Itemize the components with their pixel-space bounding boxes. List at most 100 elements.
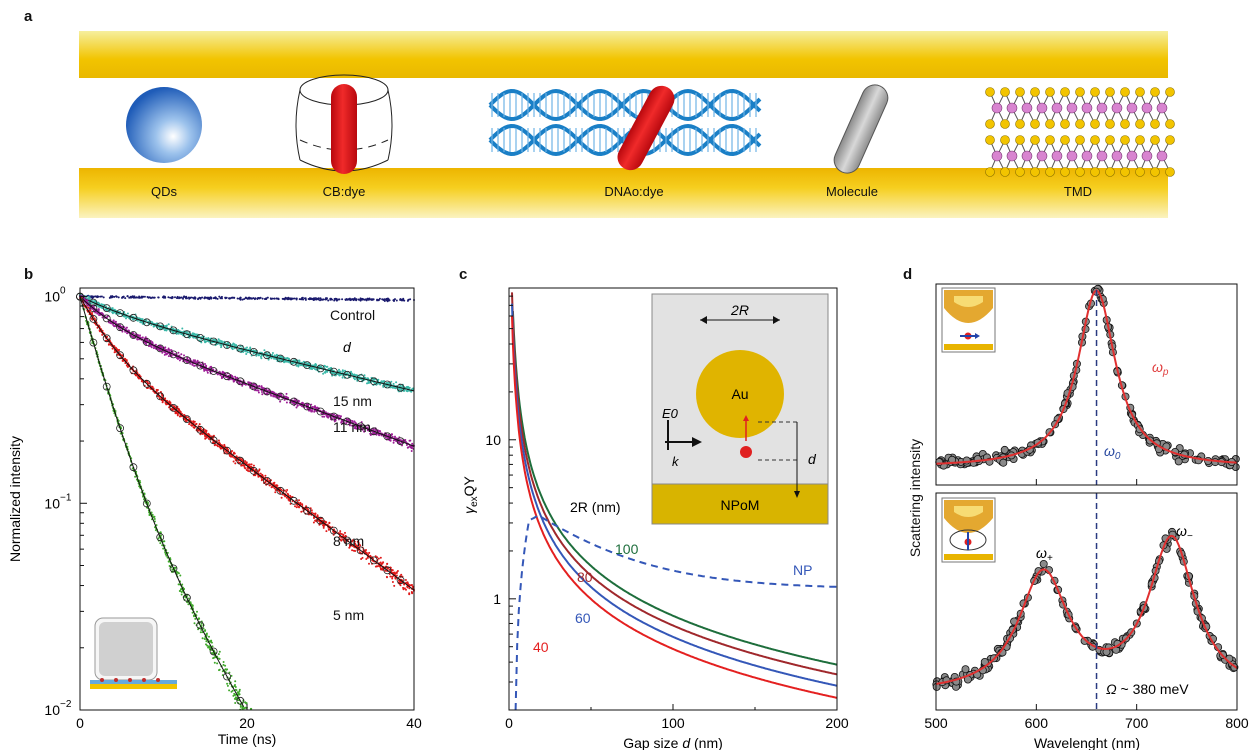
decay-point [193, 365, 195, 367]
decay-point [195, 297, 197, 299]
decay-point [253, 465, 255, 467]
tmd-atom-m [1142, 151, 1152, 161]
tmd-atom-s [1136, 168, 1145, 177]
decay-point [155, 344, 157, 346]
tmd-atom-s [1046, 136, 1055, 145]
decay-point [244, 460, 246, 462]
decay-point [239, 693, 241, 695]
top-point [1001, 446, 1008, 453]
decay-point [294, 505, 296, 507]
decay-point [338, 369, 340, 371]
decay-point [408, 593, 410, 595]
decay-point [356, 298, 358, 300]
tmd-atom-m [1007, 103, 1017, 113]
decay-point [291, 298, 293, 300]
decay-point [393, 442, 395, 444]
tmd-atom-m [1082, 151, 1092, 161]
decay-point [189, 363, 191, 365]
decay-point [226, 297, 228, 299]
decay-point [267, 478, 269, 480]
decay-point [168, 348, 170, 350]
decay-point [400, 385, 402, 387]
decay-point [132, 296, 134, 298]
x-tick-label: 0 [505, 715, 513, 731]
tmd-atom-s [1076, 168, 1085, 177]
chart-b-inset [90, 618, 177, 689]
decay-point [242, 299, 244, 301]
decay-point [353, 374, 355, 376]
tmd-atom-m [1082, 103, 1092, 113]
decay-point [204, 430, 206, 432]
tmd-atom-s [986, 136, 995, 145]
decay-point [396, 300, 398, 302]
decay-point [198, 617, 200, 619]
decay-point [313, 513, 315, 515]
decay-point [219, 658, 221, 660]
tmd-atom-m [1127, 151, 1137, 161]
decay-point [325, 530, 327, 532]
decay-point [301, 503, 303, 505]
label-qds: QDs [151, 184, 178, 199]
tmd-atom-s [986, 120, 995, 129]
decay-point [161, 352, 163, 354]
x-tick-label: 200 [825, 715, 849, 731]
decay-point [145, 319, 147, 321]
tmd-atom-s [1076, 120, 1085, 129]
tmd-atom-s [1106, 136, 1115, 145]
decay-point [121, 354, 123, 356]
decay-point [168, 561, 170, 563]
tmd-atom-m [1007, 151, 1017, 161]
decay-point [180, 353, 182, 355]
tmd-atom-m [1037, 103, 1047, 113]
decay-point [222, 371, 224, 373]
decay-point [177, 296, 179, 298]
decay-point [411, 584, 413, 586]
tmd-atom-m [1112, 103, 1122, 113]
decay-point [249, 347, 251, 349]
tmd-atom-s [1151, 168, 1160, 177]
decay-point [221, 377, 223, 379]
decay-point [234, 702, 236, 704]
decay-point [358, 299, 360, 301]
series-label: NP [793, 562, 812, 578]
decay-point [345, 299, 347, 301]
decay-point [261, 386, 263, 388]
decay-point [183, 296, 185, 298]
decay-point [244, 707, 246, 709]
decay-point [296, 365, 298, 367]
decay-point [178, 409, 180, 411]
decay-point [378, 558, 380, 560]
decay-point [265, 298, 267, 300]
chart-c-xlabel: Gap size d (nm) [623, 735, 723, 750]
decay-point [365, 549, 367, 551]
decay-point [315, 299, 317, 301]
decay-point [206, 437, 208, 439]
decay-point [213, 297, 215, 299]
decay-point [384, 300, 386, 302]
decay-point [175, 412, 177, 414]
decay-point [165, 403, 167, 405]
decay-point [207, 297, 209, 299]
decay-point [380, 557, 382, 559]
decay-point [389, 576, 391, 578]
decay-point [206, 633, 208, 635]
decay-point [272, 352, 274, 354]
decay-point [136, 296, 138, 298]
decay-point [402, 587, 404, 589]
decay-point [142, 318, 144, 320]
tmd-atom-m [1022, 151, 1032, 161]
tmd-atom-s [1151, 136, 1160, 145]
decay-point [181, 297, 183, 299]
inset-field: E0 [662, 406, 679, 421]
decay-point [189, 297, 191, 299]
decay-point [340, 371, 342, 373]
tmd-atom-s [986, 168, 995, 177]
chart-c-inset: 2R Au E0 k d NPoM [652, 294, 828, 524]
decay-point [260, 357, 262, 359]
decay-point [237, 298, 239, 300]
decay-point [342, 369, 344, 371]
x-tick-label: 0 [76, 715, 84, 731]
decay-point [323, 416, 325, 418]
decay-point [298, 499, 300, 501]
decay-point [177, 572, 179, 574]
